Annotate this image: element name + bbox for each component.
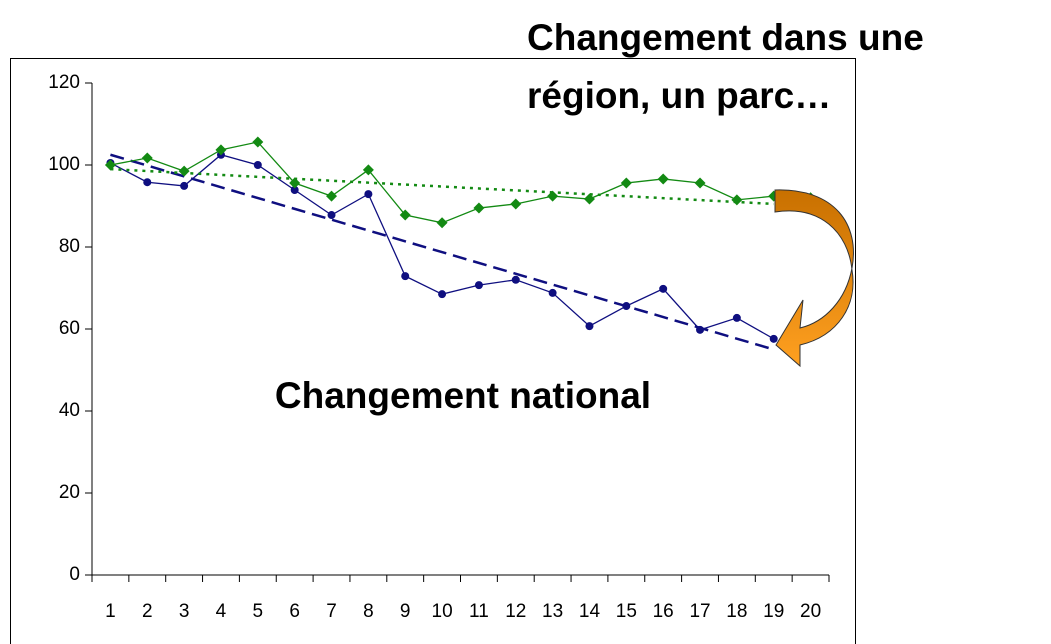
marker bbox=[583, 193, 595, 205]
marker bbox=[178, 165, 190, 177]
marker bbox=[180, 181, 189, 190]
marker bbox=[399, 209, 411, 221]
marker bbox=[548, 288, 557, 297]
marker bbox=[474, 281, 483, 290]
x-tick-label: 9 bbox=[400, 601, 411, 622]
x-tick-label: 2 bbox=[142, 601, 153, 622]
x-tick-label: 14 bbox=[579, 601, 601, 622]
y-tick-label: 60 bbox=[59, 318, 80, 339]
marker bbox=[547, 190, 559, 202]
x-tick-label: 8 bbox=[363, 601, 374, 622]
marker bbox=[731, 194, 743, 206]
y-tick-label: 40 bbox=[59, 400, 80, 421]
y-tick-label: 0 bbox=[69, 564, 80, 585]
marker bbox=[511, 275, 520, 284]
marker bbox=[253, 161, 262, 169]
x-tick-label: 1 bbox=[105, 601, 116, 622]
marker bbox=[141, 152, 153, 164]
marker bbox=[510, 198, 522, 210]
marker bbox=[657, 173, 669, 185]
x-tick-label: 10 bbox=[432, 601, 453, 622]
annotation: région, un parc… bbox=[527, 75, 831, 116]
x-tick-label: 20 bbox=[800, 601, 821, 622]
x-tick-label: 7 bbox=[326, 601, 337, 622]
marker bbox=[364, 190, 373, 199]
trend-line bbox=[110, 153, 775, 351]
y-tick-label: 100 bbox=[48, 154, 80, 175]
marker bbox=[252, 136, 264, 148]
x-tick-label: 11 bbox=[469, 601, 489, 622]
marker bbox=[732, 313, 741, 322]
marker bbox=[620, 177, 632, 189]
marker bbox=[473, 202, 485, 214]
marker bbox=[104, 159, 116, 171]
marker bbox=[438, 290, 447, 299]
y-tick-label: 80 bbox=[59, 236, 80, 257]
x-tick-label: 5 bbox=[253, 601, 264, 622]
marker bbox=[289, 177, 301, 189]
marker bbox=[143, 178, 152, 187]
marker bbox=[622, 302, 631, 311]
marker bbox=[696, 325, 705, 334]
x-tick-label: 3 bbox=[179, 601, 190, 622]
y-tick-label: 20 bbox=[59, 482, 80, 503]
marker bbox=[769, 334, 778, 343]
annotation: Changement national bbox=[275, 375, 651, 416]
chart-frame bbox=[10, 58, 856, 644]
x-tick-label: 19 bbox=[763, 601, 784, 622]
marker bbox=[659, 284, 668, 293]
x-tick-label: 15 bbox=[616, 601, 637, 622]
curved-arrow bbox=[774, 189, 854, 368]
x-tick-label: 13 bbox=[542, 601, 563, 622]
marker bbox=[585, 322, 594, 331]
trend-line bbox=[110, 167, 774, 206]
y-tick-label: 120 bbox=[48, 72, 80, 93]
marker bbox=[694, 177, 706, 189]
marker bbox=[327, 211, 336, 220]
series-line bbox=[110, 141, 811, 224]
marker bbox=[326, 190, 338, 202]
marker bbox=[290, 186, 299, 195]
annotation: Changement dans une bbox=[527, 17, 924, 58]
x-tick-label: 16 bbox=[653, 601, 674, 622]
marker bbox=[436, 217, 448, 229]
marker bbox=[215, 144, 227, 156]
x-tick-label: 6 bbox=[289, 601, 300, 622]
marker bbox=[362, 164, 374, 176]
x-tick-label: 4 bbox=[216, 601, 227, 622]
marker bbox=[401, 272, 410, 281]
x-tick-label: 12 bbox=[505, 601, 526, 622]
x-tick-label: 18 bbox=[726, 601, 747, 622]
x-tick-label: 17 bbox=[689, 601, 710, 622]
